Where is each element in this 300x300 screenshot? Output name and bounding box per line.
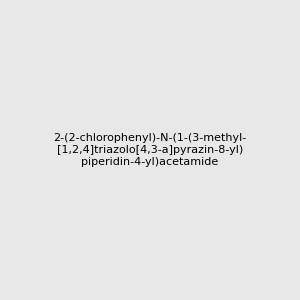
Text: 2-(2-chlorophenyl)-N-(1-(3-methyl-
[1,2,4]triazolo[4,3-a]pyrazin-8-yl)
piperidin: 2-(2-chlorophenyl)-N-(1-(3-methyl- [1,2,…: [53, 134, 247, 166]
